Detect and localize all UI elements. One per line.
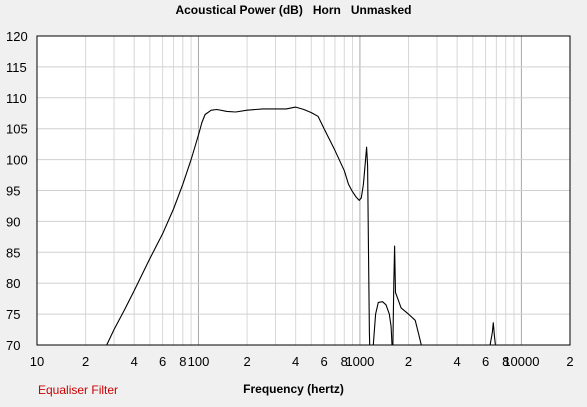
- x-tick-label: 10: [30, 354, 44, 369]
- y-tick-label: 75: [6, 307, 20, 322]
- grid: [36, 35, 571, 346]
- x-tick-label: 6: [159, 354, 166, 369]
- y-tick-label: 100: [6, 153, 28, 168]
- x-tick-label: 2: [405, 354, 412, 369]
- y-tick-label: 105: [6, 122, 28, 137]
- series-line-segment: [372, 301, 393, 346]
- x-tick-label: 6: [482, 354, 489, 369]
- chart-title: Acoustical Power (dB) Horn Unmasked: [175, 3, 412, 17]
- y-tick-label: 90: [6, 214, 20, 229]
- x-tick-label: 1000: [345, 354, 374, 369]
- series-line-segment: [489, 322, 496, 346]
- x-tick-label: 4: [292, 354, 299, 369]
- x-tick-label: 100: [188, 354, 210, 369]
- axes: [36, 35, 571, 346]
- series-line-segment: [106, 106, 371, 346]
- y-tick-label: 85: [6, 245, 20, 260]
- y-tick-labels: 120 115 110 105 100 95 90 85 80 75 70: [6, 29, 28, 353]
- x-tick-label: 2: [82, 354, 89, 369]
- y-tick-label: 80: [6, 276, 20, 291]
- plot-frame: [36, 35, 571, 346]
- y-tick-label: 120: [6, 29, 28, 44]
- x-tick-label: 2: [243, 354, 250, 369]
- x-tick-label: 6: [320, 354, 327, 369]
- y-tick-label: 95: [6, 184, 20, 199]
- series-line-segment: [392, 245, 422, 346]
- y-tick-label: 115: [6, 60, 27, 75]
- x-axis-label: Frequency (hertz): [243, 382, 344, 396]
- equaliser-filter-label[interactable]: Equaliser Filter: [38, 383, 119, 397]
- x-tick-label: 8: [341, 354, 348, 369]
- x-tick-label: 8: [502, 354, 509, 369]
- y-tick-label: 110: [6, 91, 27, 106]
- x-tick-label: 4: [131, 354, 138, 369]
- y-tick-label: 70: [6, 338, 20, 353]
- x-tick-label: 8: [179, 354, 186, 369]
- series-line: [106, 106, 496, 346]
- x-tick-label: 2: [566, 354, 573, 369]
- x-tick-label: 10000: [503, 354, 539, 369]
- x-tick-label: 4: [454, 354, 461, 369]
